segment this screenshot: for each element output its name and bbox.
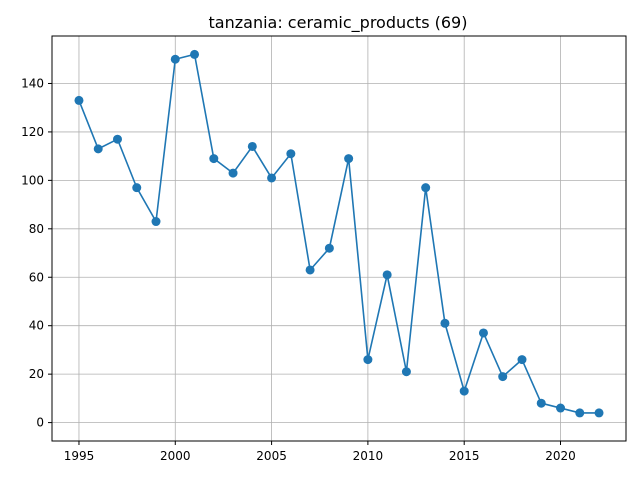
y-tick-label: 100 bbox=[21, 173, 44, 187]
grid bbox=[52, 36, 626, 441]
data-point bbox=[498, 372, 508, 382]
data-point bbox=[344, 154, 354, 164]
data-point bbox=[190, 49, 200, 59]
data-point bbox=[421, 183, 431, 193]
data-point bbox=[74, 95, 84, 105]
y-tick-label: 140 bbox=[21, 76, 44, 90]
data-point bbox=[93, 144, 103, 154]
data-point bbox=[112, 134, 122, 144]
x-tick-label: 2015 bbox=[449, 449, 480, 463]
data-point bbox=[286, 149, 296, 159]
data-point bbox=[324, 243, 334, 253]
data-point bbox=[247, 141, 257, 151]
data-point bbox=[401, 367, 411, 377]
data-point bbox=[151, 217, 161, 227]
data-point bbox=[267, 173, 277, 183]
data-point bbox=[170, 54, 180, 64]
data-point bbox=[209, 154, 219, 164]
series-layer bbox=[74, 49, 604, 418]
data-point bbox=[575, 408, 585, 418]
data-point bbox=[440, 318, 450, 328]
data-point bbox=[382, 270, 392, 280]
series-line bbox=[78, 53, 600, 414]
plot-frame bbox=[51, 35, 627, 442]
axis-ticks: 1995 2000 2005 2010 2015 2020 0 20 40 60 80 100 120 1… bbox=[21, 76, 576, 463]
data-point bbox=[132, 183, 142, 193]
y-tick-label: 20 bbox=[29, 367, 44, 381]
data-point bbox=[228, 168, 238, 178]
x-tick-label: 1995 bbox=[64, 449, 95, 463]
x-tick-label: 2000 bbox=[160, 449, 191, 463]
y-tick-label: 60 bbox=[29, 270, 44, 284]
data-point bbox=[536, 398, 546, 408]
data-point bbox=[517, 355, 527, 365]
y-tick-label: 40 bbox=[29, 319, 44, 333]
data-point bbox=[459, 386, 469, 396]
data-point bbox=[305, 265, 315, 275]
data-point bbox=[478, 328, 488, 338]
x-tick-label: 2005 bbox=[256, 449, 287, 463]
data-point bbox=[363, 355, 373, 365]
y-tick-label: 80 bbox=[29, 222, 44, 236]
chart-title: tanzania: ceramic_products (69) bbox=[209, 13, 468, 33]
data-point bbox=[556, 403, 566, 413]
x-tick-label: 2010 bbox=[353, 449, 384, 463]
y-tick-label: 0 bbox=[36, 416, 44, 430]
y-tick-label: 120 bbox=[21, 125, 44, 139]
data-point bbox=[594, 408, 604, 418]
x-tick-label: 2020 bbox=[545, 449, 576, 463]
